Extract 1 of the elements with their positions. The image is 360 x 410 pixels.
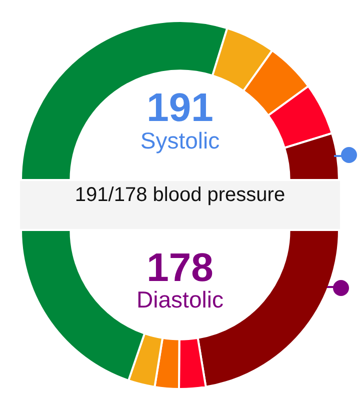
text: 191/178 blood pressure [20,181,340,229]
